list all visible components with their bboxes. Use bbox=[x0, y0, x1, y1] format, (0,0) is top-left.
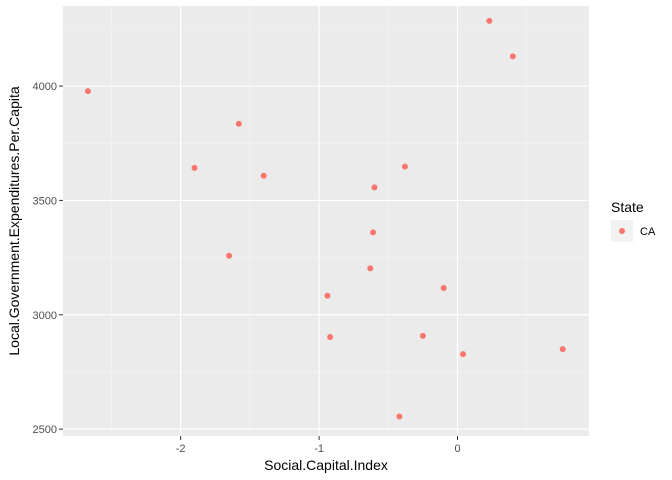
plot-panel bbox=[63, 6, 589, 436]
y-tick-label: 4000 bbox=[33, 81, 57, 93]
x-axis-title: Social.Capital.Index bbox=[264, 457, 388, 473]
data-point bbox=[460, 351, 467, 358]
data-point bbox=[84, 88, 91, 95]
data-point bbox=[191, 164, 198, 171]
legend: State CA bbox=[611, 199, 656, 242]
y-axis: 2500 3000 3500 4000 bbox=[33, 81, 63, 436]
minor-gridlines bbox=[63, 6, 589, 436]
major-gridlines bbox=[63, 6, 589, 436]
data-point bbox=[260, 172, 267, 179]
x-tick-label: 0 bbox=[454, 443, 460, 455]
y-tick-label: 3500 bbox=[33, 195, 57, 207]
y-axis-title: Local.Government.Expenditures.Per.Capita bbox=[6, 86, 22, 355]
data-point bbox=[324, 292, 331, 299]
data-point bbox=[367, 265, 374, 272]
data-point bbox=[440, 285, 447, 292]
legend-key-point bbox=[619, 228, 625, 234]
data-point bbox=[226, 252, 233, 259]
legend-title: State bbox=[611, 199, 644, 215]
data-point bbox=[401, 163, 408, 170]
x-tick-label: -1 bbox=[314, 443, 324, 455]
data-point bbox=[371, 184, 378, 191]
data-point bbox=[419, 332, 426, 339]
data-point bbox=[559, 346, 566, 353]
data-point bbox=[396, 413, 403, 420]
x-axis: -2 -1 0 bbox=[176, 436, 461, 455]
y-tick-label: 3000 bbox=[33, 310, 57, 322]
data-points bbox=[84, 17, 566, 420]
y-tick-label: 2500 bbox=[33, 424, 57, 436]
x-tick-label: -2 bbox=[176, 443, 186, 455]
data-point bbox=[486, 17, 493, 24]
data-point bbox=[235, 120, 242, 127]
data-point bbox=[327, 333, 334, 340]
data-point bbox=[509, 53, 516, 60]
data-point bbox=[370, 229, 377, 236]
legend-label: CA bbox=[640, 226, 656, 238]
